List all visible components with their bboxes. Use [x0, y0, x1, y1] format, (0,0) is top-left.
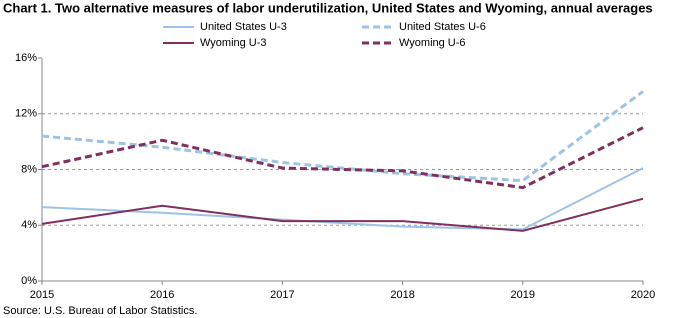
chart-title: Chart 1. Two alternative measures of lab…: [3, 0, 653, 15]
series-line: [41, 90, 644, 183]
series-line: [41, 167, 644, 231]
legend-label: United States U-3: [200, 21, 287, 33]
x-tick-label: 2020: [631, 289, 655, 301]
y-tick-label: 12%: [15, 108, 37, 120]
x-tick-label: 2016: [150, 289, 174, 301]
y-tick-label: 16%: [15, 52, 37, 64]
y-tick-label: 8%: [21, 163, 37, 175]
series-line: [41, 126, 644, 190]
legend-label: Wyoming U-6: [399, 37, 466, 49]
legend-label: United States U-6: [399, 21, 486, 33]
source-note: Source: U.S. Bureau of Labor Statistics.: [3, 305, 197, 317]
legend-label: Wyoming U-3: [200, 37, 267, 49]
x-tick-label: 2015: [30, 289, 54, 301]
series-line: [41, 197, 644, 232]
x-tick-label: 2017: [270, 289, 294, 301]
y-tick-label: 4%: [21, 219, 37, 231]
x-tick-label: 2018: [390, 289, 414, 301]
x-tick-label: 2019: [511, 289, 535, 301]
y-tick-label: 0%: [21, 275, 37, 287]
